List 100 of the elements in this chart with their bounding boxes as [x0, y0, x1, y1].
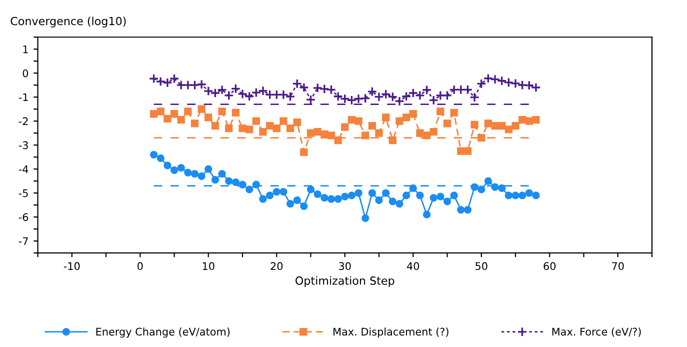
point: [430, 128, 438, 136]
point: [532, 192, 540, 200]
point: [327, 195, 336, 203]
point: [490, 74, 500, 84]
y-tick-label: -7: [18, 237, 28, 245]
x-tick-label: 10: [202, 262, 214, 270]
point: [218, 108, 226, 116]
point: [354, 117, 362, 125]
legend-label: Energy Change (eV/atom): [96, 328, 230, 338]
point: [232, 178, 240, 186]
point: [510, 78, 520, 88]
point: [436, 192, 444, 200]
point: [306, 129, 315, 137]
point: [524, 80, 534, 90]
point: [340, 94, 350, 104]
point: [341, 123, 349, 131]
point: [409, 184, 417, 192]
point: [396, 117, 404, 125]
point: [409, 110, 417, 118]
point: [334, 136, 342, 144]
point: [388, 198, 396, 206]
point: [176, 80, 186, 90]
y-tick-label: -1: [18, 93, 28, 102]
point: [348, 192, 356, 200]
point: [246, 126, 254, 134]
point: [456, 84, 466, 95]
point: [354, 189, 362, 197]
point: [246, 186, 254, 194]
point: [272, 90, 282, 100]
point: [272, 188, 280, 196]
x-tick-label: 40: [407, 262, 420, 270]
point: [300, 202, 308, 210]
point: [224, 90, 234, 100]
y-tick-label: 1: [23, 45, 28, 54]
point: [198, 172, 206, 180]
point: [238, 124, 246, 132]
point: [314, 190, 322, 198]
point: [298, 82, 309, 92]
point: [266, 122, 274, 130]
point: [402, 114, 410, 122]
point: [341, 192, 349, 200]
point: [512, 192, 520, 200]
point: [198, 105, 206, 113]
point: [259, 195, 267, 203]
point: [416, 192, 424, 200]
point: [422, 210, 431, 218]
point: [368, 122, 376, 130]
point: [225, 124, 233, 132]
point: [190, 120, 199, 128]
point: [430, 194, 438, 202]
point: [190, 170, 199, 178]
point: [203, 86, 214, 96]
point: [150, 110, 158, 118]
point: [170, 110, 178, 118]
y-tick-label: -4: [18, 165, 28, 173]
x-tick-label: 50: [476, 262, 488, 270]
point: [368, 189, 376, 197]
point: [211, 176, 220, 184]
point: [525, 117, 533, 125]
point: [443, 198, 452, 206]
y-axis-title: Convergence (log10): [10, 16, 126, 28]
point: [491, 122, 499, 130]
point: [470, 92, 480, 102]
point: [354, 94, 364, 104]
point: [362, 132, 370, 140]
point: [382, 114, 390, 122]
point: [156, 154, 164, 162]
point: [478, 186, 486, 194]
x-axis-title: Optimization Step: [296, 276, 394, 287]
point: [190, 80, 200, 90]
point: [184, 168, 192, 176]
point: [280, 188, 288, 196]
point: [333, 91, 344, 102]
y-tick-label: -5: [18, 189, 28, 198]
point: [259, 128, 267, 136]
x-tick-label: 60: [544, 262, 556, 270]
point: [286, 200, 294, 208]
point: [238, 88, 248, 99]
point: [375, 129, 383, 137]
point: [156, 76, 166, 86]
point: [462, 84, 473, 95]
point: [164, 114, 172, 122]
point: [306, 186, 315, 194]
point: [232, 108, 240, 116]
point: [182, 80, 193, 90]
legend-label: Max. Force (eV/?): [552, 328, 641, 337]
point: [362, 214, 370, 222]
point: [532, 116, 540, 124]
y-tick-label: 0: [22, 69, 28, 78]
point: [443, 120, 452, 128]
point: [496, 76, 507, 86]
x-tick-label: -10: [64, 262, 80, 270]
point: [264, 90, 275, 100]
x-tick-label: 0: [138, 262, 143, 270]
point: [518, 116, 526, 124]
point: [177, 116, 185, 124]
point: [484, 177, 492, 185]
point: [300, 148, 308, 156]
point: [367, 86, 378, 97]
point: [230, 84, 241, 94]
